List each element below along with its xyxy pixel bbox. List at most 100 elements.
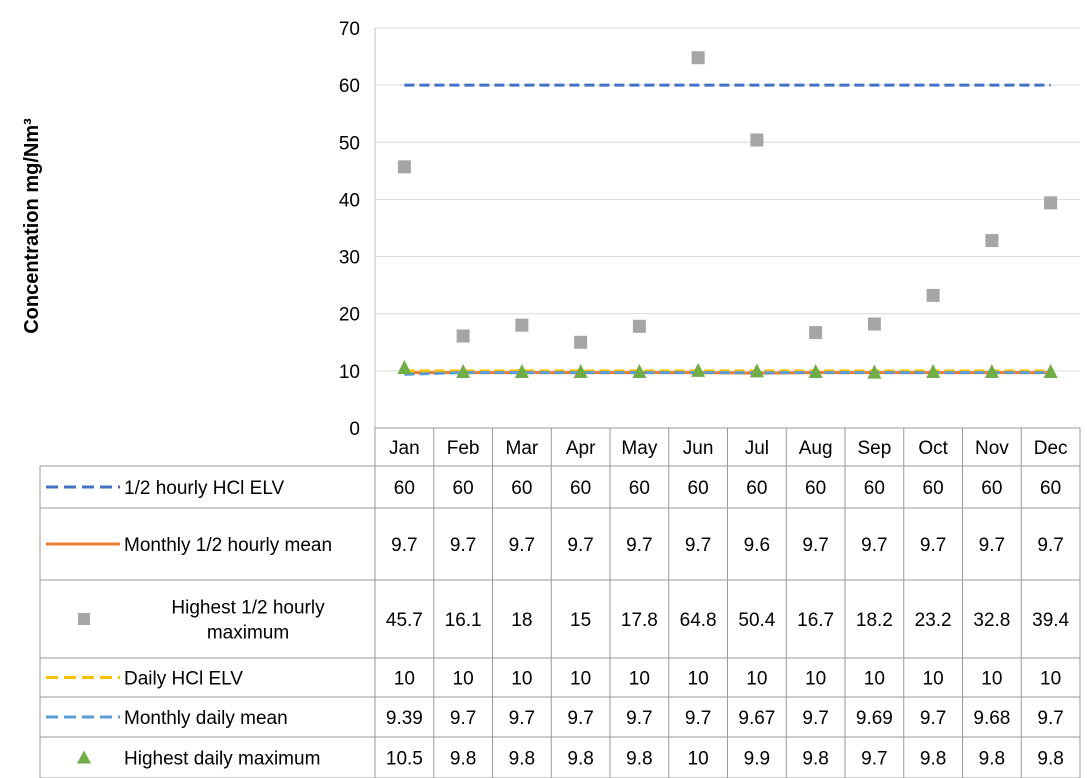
series-6-point	[514, 364, 529, 378]
series-6-point	[867, 364, 882, 379]
data-value-label: 60	[511, 478, 532, 499]
x-tick-label: May	[621, 438, 657, 459]
y-tick-label: 50	[339, 133, 360, 154]
data-value-label: 9.7	[920, 708, 946, 729]
data-value-label: 10	[394, 669, 415, 690]
data-value-label: 60	[394, 478, 415, 499]
series-6-point	[397, 360, 412, 374]
data-value-label: 9.8	[1037, 749, 1063, 770]
legend-label: Highest daily maximum	[124, 749, 320, 770]
legend-key	[77, 750, 91, 764]
data-value-label: 60	[923, 478, 944, 499]
data-value-label: 9.7	[685, 535, 711, 556]
x-tick-label: Mar	[506, 438, 539, 459]
y-axis-title: Concentration mg/Nm³	[21, 118, 43, 334]
data-value-label: 50.4	[738, 610, 775, 631]
data-value-label: 9.7	[920, 535, 946, 556]
series-6-point	[573, 364, 588, 378]
data-value-label: 32.8	[973, 610, 1010, 631]
data-value-label: 10	[981, 669, 1002, 690]
series-3-point	[1044, 196, 1058, 210]
series-3-point	[574, 335, 588, 349]
data-value-label: 64.8	[680, 610, 717, 631]
data-value-label: 9.7	[1037, 708, 1063, 729]
data-value-label: 9.69	[856, 708, 893, 729]
data-value-label: 60	[453, 478, 474, 499]
x-tick-label: Jan	[389, 438, 420, 459]
y-tick-label: 20	[339, 305, 360, 326]
legend-label: 1/2 hourly HCl ELV	[124, 478, 284, 499]
legend-label: Daily HCl ELV	[124, 669, 243, 690]
data-value-label: 9.7	[450, 708, 476, 729]
data-value-label: 10	[629, 669, 650, 690]
data-value-label: 10	[923, 669, 944, 690]
series-3-point	[809, 326, 823, 340]
y-tick-label: 40	[339, 190, 360, 211]
series-5-line	[404, 371, 1051, 376]
x-tick-label: Feb	[447, 438, 480, 459]
series-3-point	[867, 317, 881, 331]
data-value-label: 9.8	[802, 749, 828, 770]
data-value-label: 23.2	[915, 610, 952, 631]
legend-label-line: Highest 1/2 hourly	[171, 598, 325, 619]
data-value-label: 9.9	[744, 749, 770, 770]
y-tick-label: 60	[339, 76, 360, 97]
series-3-point	[515, 318, 529, 332]
data-value-label: 9.7	[861, 749, 887, 770]
legend-label: Highest 1/2 hourly maximum	[171, 598, 325, 644]
data-value-label: 9.7	[979, 535, 1005, 556]
series-6-point	[808, 364, 823, 378]
data-value-label: 10	[453, 669, 474, 690]
data-value-label: 60	[570, 478, 591, 499]
data-value-label: 9.7	[1037, 535, 1063, 556]
series-6-point	[456, 364, 471, 378]
legend-label: Monthly 1/2 hourly mean	[124, 535, 332, 556]
series-3-point	[691, 51, 705, 65]
series-3-point	[456, 329, 470, 343]
series-3-point	[632, 319, 646, 333]
series-3-point	[397, 160, 411, 174]
data-value-label: 9.7	[685, 708, 711, 729]
data-value-label: 10	[688, 669, 709, 690]
data-value-label: 9.7	[802, 708, 828, 729]
y-tick-label: 30	[339, 248, 360, 269]
data-value-label: 9.8	[979, 749, 1005, 770]
data-value-label: 9.7	[509, 708, 535, 729]
data-value-label: 9.8	[509, 749, 535, 770]
data-value-label: 10	[746, 669, 767, 690]
series-6-point	[1043, 364, 1058, 378]
data-value-label: 10	[511, 669, 532, 690]
data-value-label: 9.7	[391, 535, 417, 556]
data-value-label: 9.7	[626, 535, 652, 556]
data-value-label: 16.1	[445, 610, 482, 631]
plot-area: 0 10 20 30 40 50 60 70	[339, 19, 1080, 440]
series-3-point	[750, 133, 764, 147]
series-6-point	[632, 364, 647, 378]
data-value-label: 10	[688, 749, 709, 770]
series-6-point	[984, 364, 999, 378]
data-value-label: 9.7	[567, 535, 593, 556]
legend-label-line: maximum	[207, 623, 289, 644]
x-tick-label: Dec	[1034, 438, 1068, 459]
data-value-label: 10.5	[386, 749, 423, 770]
data-value-label: 18	[511, 610, 532, 631]
data-value-label: 9.68	[973, 708, 1010, 729]
y-tick-label: 10	[339, 362, 360, 383]
data-value-label: 9.8	[626, 749, 652, 770]
data-value-label: 9.7	[626, 708, 652, 729]
x-tick-label: Jul	[745, 438, 769, 459]
series-6-point	[691, 362, 706, 377]
x-tick-label: Jun	[683, 438, 714, 459]
y-tick-label: 70	[339, 19, 360, 40]
data-value-label: 10	[805, 669, 826, 690]
data-value-label: 45.7	[386, 610, 423, 631]
data-value-label: 39.4	[1032, 610, 1069, 631]
legend-label: Monthly daily mean	[124, 708, 288, 729]
data-value-label: 15	[570, 610, 591, 631]
data-value-label: 60	[629, 478, 650, 499]
data-value-label: 9.7	[802, 535, 828, 556]
data-value-label: 9.8	[450, 749, 476, 770]
data-value-label: 16.7	[797, 610, 834, 631]
data-value-label: 60	[805, 478, 826, 499]
